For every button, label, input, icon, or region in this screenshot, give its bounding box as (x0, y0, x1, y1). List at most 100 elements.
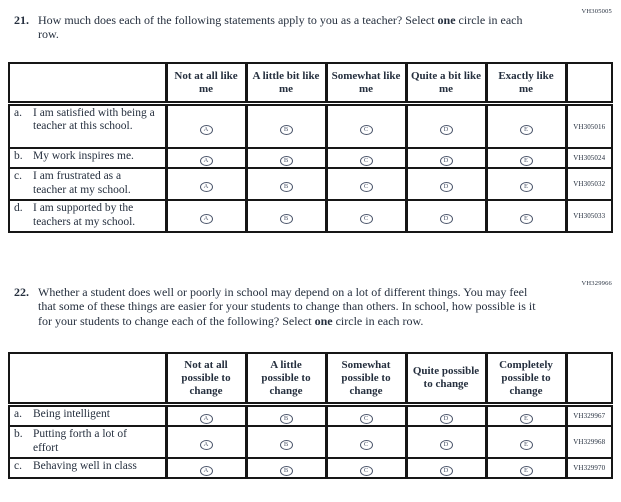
option-circle-c[interactable]: C (359, 124, 373, 135)
question-text: Whether a student does well or poorly in… (38, 285, 543, 327)
option-circle-c[interactable]: C (359, 466, 373, 477)
row-letter: a. (14, 408, 22, 421)
option-letter: C (363, 125, 369, 133)
option-cell: D (404, 457, 488, 480)
option-letter: B (283, 215, 289, 223)
option-cell: B (244, 199, 328, 234)
row-statement-cell: c. Behaving well in class (8, 457, 167, 480)
option-circle-c[interactable]: C (359, 214, 373, 225)
option-cell: E (484, 403, 568, 428)
option-circle-b[interactable]: B (279, 214, 293, 225)
option-circle-d[interactable]: D (439, 182, 453, 193)
option-circle-d[interactable]: D (439, 124, 453, 135)
option-cell: A (164, 457, 248, 480)
option-circle-a[interactable]: A (199, 414, 213, 425)
row-statement: Being intelligent (33, 408, 110, 421)
option-circle-c[interactable]: C (359, 182, 373, 193)
option-circle-e[interactable]: E (519, 156, 533, 167)
row-letter: c. (14, 460, 22, 473)
option-cell: A (164, 147, 248, 170)
column-header: A little bit like me (244, 62, 328, 106)
option-letter: C (363, 441, 369, 449)
code-column-header-empty (565, 62, 613, 106)
option-cell: D (404, 199, 488, 234)
row-code: VH329967 (565, 403, 613, 428)
row-code: VH329968 (565, 425, 613, 460)
option-circle-b[interactable]: B (279, 182, 293, 193)
statement-column-header-empty (8, 351, 167, 408)
option-cell: C (324, 147, 408, 170)
option-letter: D (443, 125, 449, 133)
option-circle-c[interactable]: C (359, 156, 373, 167)
question-21-head: 21. How much does each of the following … (0, 13, 621, 41)
option-cell: C (324, 199, 408, 234)
option-circle-e[interactable]: E (519, 182, 533, 193)
option-letter: D (443, 467, 449, 475)
option-circle-a[interactable]: A (199, 214, 213, 225)
option-letter: A (203, 215, 209, 223)
option-letter: D (443, 415, 449, 423)
row-statement-cell: b. My work inspires me. (8, 147, 167, 170)
option-circle-d[interactable]: D (439, 440, 453, 451)
question-text-bold: one (437, 13, 456, 27)
option-cell: D (404, 403, 488, 428)
option-circle-d[interactable]: D (439, 214, 453, 225)
column-header: Quite possible to change (404, 351, 488, 408)
option-cell: C (324, 403, 408, 428)
table-row: b. My work inspires me. A B C D E VH30502… (8, 147, 613, 170)
statement-column-header-empty (8, 62, 167, 106)
option-circle-d[interactable]: D (439, 156, 453, 167)
row-code: VH305032 (565, 167, 613, 202)
column-header: Not at all possible to change (164, 351, 248, 408)
option-cell: A (164, 167, 248, 202)
option-cell: B (244, 167, 328, 202)
option-circle-d[interactable]: D (439, 466, 453, 477)
option-circle-a[interactable]: A (199, 182, 213, 193)
option-letter: B (283, 467, 289, 475)
option-cell: C (324, 167, 408, 202)
option-letter: E (524, 183, 528, 191)
option-letter: C (363, 157, 369, 165)
row-letter: b. (14, 150, 23, 163)
option-circle-e[interactable]: E (519, 466, 533, 477)
row-statement: I am satisfied with being a teacher at t… (33, 106, 155, 133)
row-code: VH305016 (565, 102, 613, 150)
option-circle-d[interactable]: D (439, 414, 453, 425)
column-header: Quite a bit like me (404, 62, 488, 106)
option-circle-e[interactable]: E (519, 124, 533, 135)
table-row: a. I am satisfied with being a teacher at… (8, 102, 613, 150)
option-circle-a[interactable]: A (199, 124, 213, 135)
option-cell: E (484, 167, 568, 202)
option-circle-b[interactable]: B (279, 414, 293, 425)
option-circle-c[interactable]: C (359, 414, 373, 425)
option-cell: D (404, 147, 488, 170)
column-header: A little possible to change (244, 351, 328, 408)
option-letter: A (203, 441, 209, 449)
option-letter: E (524, 215, 528, 223)
option-cell: A (164, 102, 248, 150)
question-22-code: VH329966 (581, 280, 612, 288)
row-letter: c. (14, 170, 22, 183)
option-letter: B (283, 157, 289, 165)
option-cell: E (484, 147, 568, 170)
option-letter: E (524, 157, 528, 165)
option-circle-b[interactable]: B (279, 156, 293, 167)
option-circle-b[interactable]: B (279, 440, 293, 451)
option-circle-a[interactable]: A (199, 466, 213, 477)
option-circle-e[interactable]: E (519, 414, 533, 425)
question-text-bold: one (314, 313, 333, 328)
option-circle-b[interactable]: B (279, 124, 293, 135)
question-text: How much does each of the following stat… (38, 13, 543, 41)
option-letter: D (443, 157, 449, 165)
option-letter: E (524, 467, 528, 475)
option-circle-a[interactable]: A (199, 156, 213, 167)
option-circle-a[interactable]: A (199, 440, 213, 451)
option-letter: C (363, 183, 369, 191)
option-circle-b[interactable]: B (279, 466, 293, 477)
option-cell: B (244, 147, 328, 170)
option-circle-c[interactable]: C (359, 440, 373, 451)
option-cell: A (164, 425, 248, 460)
row-code: VH329970 (565, 457, 613, 480)
option-circle-e[interactable]: E (519, 440, 533, 451)
option-circle-e[interactable]: E (519, 214, 533, 225)
